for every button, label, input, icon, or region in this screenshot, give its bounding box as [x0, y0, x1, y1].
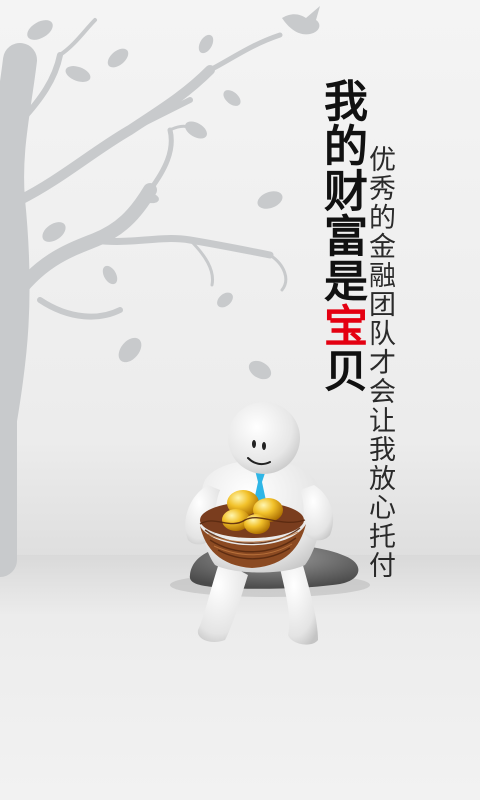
bird-icon: [282, 6, 320, 35]
headline-end: 贝: [316, 348, 367, 393]
slogan: 优秀的金融团队才会让我放心托付: [364, 145, 395, 580]
tree-silhouette-icon: [0, 18, 288, 577]
nest-with-golden-eggs-icon: [199, 490, 306, 568]
headline-main: 我的财富是: [316, 78, 367, 303]
headline: 我的财富是宝贝: [314, 78, 368, 393]
leaf-cluster: [27, 20, 283, 380]
headline-highlight: 宝: [316, 303, 367, 348]
